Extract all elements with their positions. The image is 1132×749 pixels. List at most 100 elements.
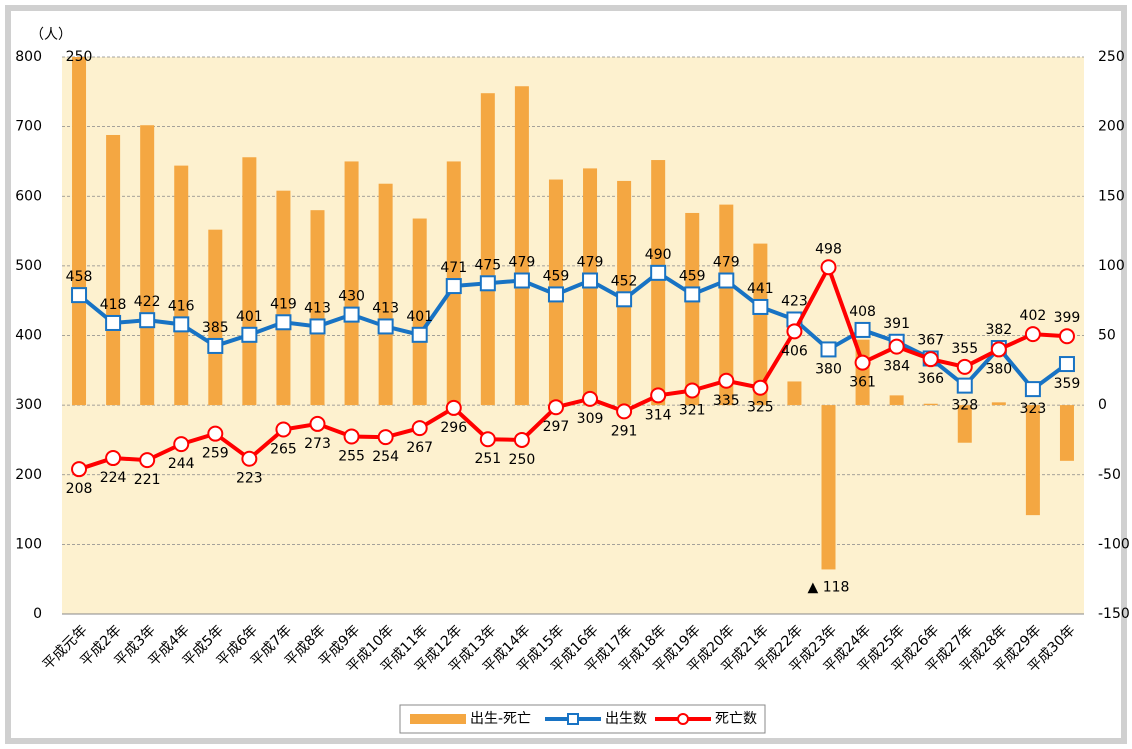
marker <box>854 321 871 338</box>
bar-value-label: 250 <box>66 49 93 65</box>
bar <box>719 204 734 406</box>
marker <box>616 403 633 420</box>
value-label: 361 <box>849 375 876 391</box>
marker <box>207 337 224 354</box>
legend-marker <box>677 713 689 725</box>
y-tick-label: 100 <box>15 536 42 552</box>
y2-tick-label: -150 <box>1098 606 1130 622</box>
y2-tick-label: 100 <box>1098 258 1125 274</box>
value-label: 391 <box>883 316 910 332</box>
value-label: 498 <box>815 241 842 257</box>
marker <box>616 291 633 308</box>
bar <box>106 134 121 406</box>
bar <box>1059 405 1074 461</box>
y2-tick-label: 0 <box>1098 397 1107 413</box>
value-label: 430 <box>338 289 365 305</box>
value-label: 385 <box>202 320 229 336</box>
value-label: 380 <box>815 361 842 377</box>
value-label: 250 <box>509 452 536 468</box>
value-label: 401 <box>406 309 433 325</box>
legend-label: 死亡数 <box>715 711 757 727</box>
value-label: 479 <box>713 254 740 270</box>
value-label: 208 <box>66 481 93 497</box>
marker <box>684 286 701 303</box>
value-label: 416 <box>168 298 195 314</box>
marker <box>513 272 530 289</box>
value-label: 267 <box>406 440 433 456</box>
legend-swatch <box>410 714 466 724</box>
bar <box>140 125 155 406</box>
marker <box>582 390 599 407</box>
bar <box>310 210 325 406</box>
value-label: 384 <box>883 359 910 375</box>
bar <box>208 229 223 406</box>
value-label: 273 <box>304 436 331 452</box>
marker <box>990 341 1007 358</box>
marker <box>684 382 701 399</box>
value-label: 418 <box>100 297 127 313</box>
value-label: 255 <box>338 448 365 464</box>
marker <box>343 428 360 445</box>
value-label: 380 <box>985 361 1012 377</box>
legend-label: 出生数 <box>605 711 647 727</box>
marker <box>718 372 735 389</box>
bar <box>651 160 666 406</box>
marker <box>479 275 496 292</box>
marker <box>241 450 258 467</box>
value-label: 221 <box>134 472 161 488</box>
value-label: 321 <box>679 403 706 419</box>
marker <box>650 264 667 281</box>
marker <box>547 286 564 303</box>
marker <box>377 429 394 446</box>
bar <box>514 86 529 406</box>
marker <box>309 415 326 432</box>
value-label: 244 <box>168 456 195 472</box>
value-label: 309 <box>577 411 604 427</box>
y-tick-label: 0 <box>33 606 42 622</box>
marker <box>139 452 156 469</box>
value-label: 254 <box>372 449 399 465</box>
marker <box>71 461 88 478</box>
marker <box>786 323 803 340</box>
legend-label: 出生-死亡 <box>470 711 531 727</box>
marker <box>820 259 837 276</box>
y-tick-label: 800 <box>15 49 42 65</box>
value-label: 314 <box>645 407 672 423</box>
value-label: 423 <box>781 293 808 309</box>
value-label: 259 <box>202 446 229 462</box>
y2-tick-label: -100 <box>1098 536 1130 552</box>
value-label: 475 <box>474 257 501 273</box>
marker <box>1058 328 1075 345</box>
value-label: 479 <box>509 254 536 270</box>
bar <box>412 218 427 406</box>
bar <box>753 243 768 406</box>
marker <box>820 341 837 358</box>
bar <box>821 405 836 570</box>
value-label: 325 <box>747 400 774 416</box>
y-tick-label: 500 <box>15 258 42 274</box>
value-label: 419 <box>270 296 297 312</box>
marker <box>173 436 190 453</box>
y-axis-label: （人） <box>30 27 72 43</box>
value-label: 251 <box>474 451 501 467</box>
marker <box>343 306 360 323</box>
marker <box>479 431 496 448</box>
bar <box>174 165 189 406</box>
value-label: 458 <box>66 269 93 285</box>
y-tick-label: 300 <box>15 397 42 413</box>
y2-tick-label: -50 <box>1098 467 1121 483</box>
marker <box>139 312 156 329</box>
value-label: 441 <box>747 281 774 297</box>
marker <box>547 399 564 416</box>
bar-value-label: ▲ 118 <box>808 579 850 595</box>
marker <box>411 420 428 437</box>
y2-tick-label: 200 <box>1098 119 1125 135</box>
marker <box>105 314 122 331</box>
value-label: 224 <box>100 470 127 486</box>
marker <box>888 338 905 355</box>
marker <box>71 287 88 304</box>
bar <box>344 161 359 406</box>
bar <box>480 93 495 406</box>
value-label: 459 <box>543 268 570 284</box>
value-label: 323 <box>1020 401 1047 417</box>
